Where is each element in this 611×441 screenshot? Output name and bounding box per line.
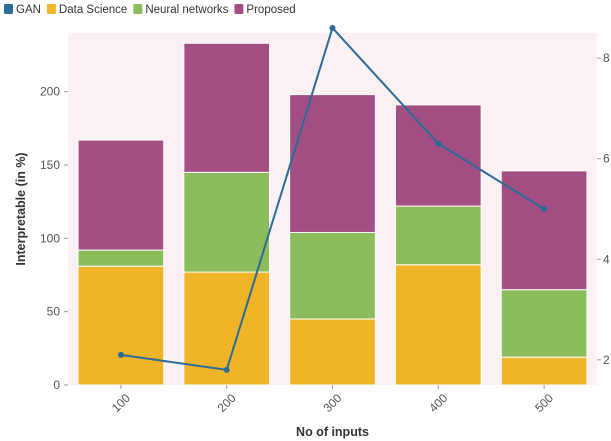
legend-label-data-science: Data Science: [59, 4, 127, 16]
legend-swatch-gan: [4, 4, 13, 14]
bar-proposed-300: [289, 94, 376, 233]
x-tick-label: 200: [215, 391, 239, 415]
legend-label-proposed: Proposed: [246, 4, 295, 16]
y2-tick-label: 4: [603, 252, 610, 266]
x-tick-label: 100: [109, 391, 133, 415]
x-tick-label: 500: [532, 391, 556, 415]
y-tick-label: 150: [40, 158, 60, 172]
y-tick-label: 200: [40, 85, 60, 99]
bar-neural-networks-400: [394, 205, 482, 266]
bar-proposed-100: [77, 139, 165, 251]
bar-proposed-400: [394, 104, 482, 207]
line-point-gan-100: [117, 351, 124, 358]
legend-swatch-neural-networks: [133, 4, 143, 14]
y2-tick-label: 6: [603, 152, 610, 166]
x-tick-label: 400: [426, 391, 450, 415]
line-point-gan-200: [223, 366, 230, 373]
legend-label-neural-networks: Neural networks: [145, 4, 228, 16]
bar-neural-networks-500: [500, 289, 588, 358]
legend-swatch-proposed: [234, 4, 244, 14]
y-axis-label: Interpretable (in %): [14, 152, 28, 265]
y-tick-label: 50: [47, 305, 61, 319]
bar-neural-networks-200: [183, 171, 271, 273]
bar-neural-networks-300: [289, 231, 376, 320]
line-point-gan-300: [329, 24, 336, 31]
legend-label-gan: GAN: [16, 4, 41, 16]
y2-tick-label: 8: [603, 51, 610, 65]
bar-data-science-100: [77, 265, 165, 386]
line-point-gan-400: [435, 140, 442, 147]
line-series: [117, 24, 548, 373]
bar-proposed-200: [183, 42, 271, 173]
legend-swatch-data-science: [46, 4, 56, 14]
line-point-gan-500: [541, 206, 548, 212]
bar-data-science-400: [394, 264, 482, 386]
y2-tick-label: 2: [603, 353, 610, 367]
bars: [77, 42, 588, 386]
bar-neural-networks-100: [77, 249, 165, 267]
legend: GAN Data Science Neural networks Proposed: [4, 4, 296, 16]
bar-proposed-500: [500, 170, 588, 291]
bar-data-science-500: [500, 356, 588, 386]
y-tick-label: 100: [40, 231, 60, 245]
bar-data-science-300: [289, 318, 376, 386]
y-tick-label: 0: [53, 378, 60, 392]
x-axis-label: No of inputs: [296, 425, 369, 439]
x-tick-label: 300: [320, 391, 344, 415]
